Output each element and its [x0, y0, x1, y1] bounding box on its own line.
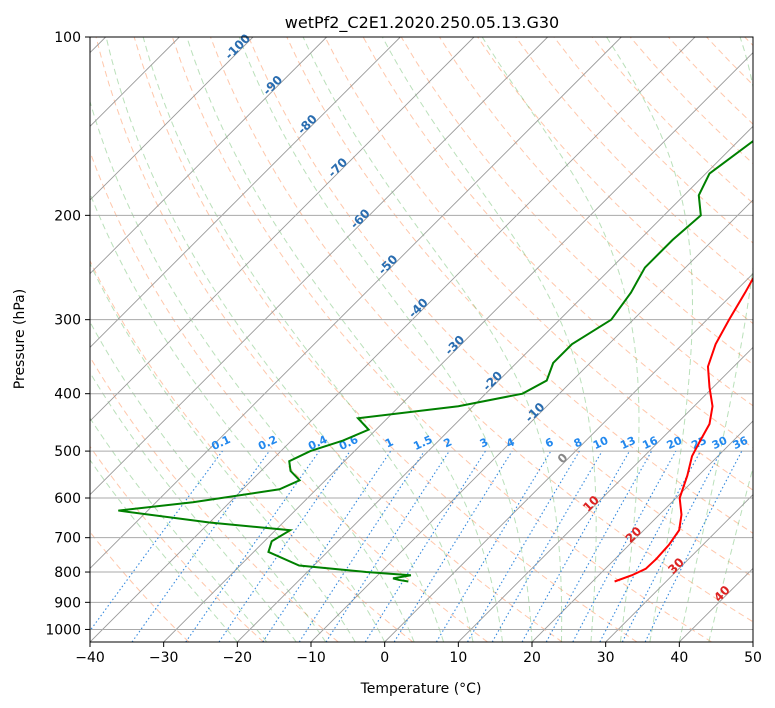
isotherm	[90, 37, 401, 348]
moist-adiabat	[708, 465, 753, 642]
moist-adiabat	[186, 37, 504, 642]
mixing-ratio-label: 36	[731, 434, 751, 452]
mixing-ratio-label: 13	[618, 434, 637, 452]
dry-adiabat	[324, 37, 753, 491]
mixing-ratio-line	[572, 450, 677, 642]
x-tick-label: −20	[223, 650, 253, 666]
mixing-ratio-line	[545, 450, 653, 642]
mixing-ratio-line	[521, 450, 630, 642]
isotherm	[163, 52, 753, 642]
mixing-ratio-line	[218, 450, 351, 642]
moist-adiabat	[90, 459, 238, 642]
moist-adiabat	[90, 371, 297, 642]
moist-adiabat	[678, 37, 753, 642]
x-tick-label: −40	[75, 650, 105, 666]
moist-adiabat	[238, 37, 533, 642]
temperature-line	[614, 276, 753, 583]
dry-adiabat	[286, 37, 753, 534]
x-tick-label: 30	[597, 650, 615, 666]
mixing-ratio-label: 20	[665, 434, 685, 452]
mixing-ratio-line	[262, 450, 392, 642]
x-tick-label: 10	[449, 650, 467, 666]
y-tick-label: 800	[54, 565, 81, 581]
y-axis-label: Pressure (hPa)	[12, 289, 28, 389]
moist-adiabat	[105, 37, 445, 642]
moist-adiabat	[90, 99, 415, 642]
isotherm	[90, 37, 622, 569]
dry-adiabat	[133, 37, 638, 642]
isotherm	[384, 273, 753, 642]
isotherm	[90, 37, 327, 275]
moist-adiabat	[381, 37, 597, 642]
dry-adiabat	[90, 259, 414, 642]
x-tick-label: 40	[670, 650, 688, 666]
x-axis-label: Temperature (°C)	[360, 681, 482, 697]
dry-adiabat	[210, 37, 753, 623]
y-tick-label: 1000	[45, 622, 81, 638]
mixing-ratio-label: 16	[640, 434, 660, 452]
mixing-ratio-line	[298, 450, 425, 642]
dry-adiabat	[248, 37, 753, 578]
x-tick-label: 50	[744, 650, 762, 666]
profile-series	[118, 140, 753, 583]
isotherm	[90, 37, 696, 642]
isotherm	[531, 420, 753, 642]
dry-adiabat	[171, 37, 712, 642]
chart-title: wetPf2_C2E1.2020.250.05.13.G30	[285, 13, 559, 33]
moist-adiabat	[90, 417, 268, 642]
mixing-ratio-line	[325, 450, 450, 642]
plot-frame	[89, 36, 754, 643]
x-tick-label: −30	[149, 650, 179, 666]
isotherm	[458, 346, 753, 642]
mixing-ratio-label: 10	[591, 434, 611, 452]
isotherm	[237, 125, 753, 642]
y-axis-ticks: 100 200 300 400 500 600 700 800 900 1000	[45, 30, 90, 638]
y-tick-label: 600	[54, 491, 81, 507]
dewpoint-line	[118, 140, 753, 583]
moist-adiabat	[142, 37, 474, 642]
moist-adiabat	[481, 37, 640, 642]
x-tick-label: −10	[296, 650, 326, 666]
dry-adiabat	[90, 445, 264, 642]
mixing-ratio-line	[131, 450, 270, 642]
x-axis-ticks: −40 −30 −20 −10 0 10 20 30 40 50	[75, 642, 762, 666]
y-tick-label: 300	[54, 313, 81, 329]
moist-adiabat	[90, 192, 386, 642]
moist-adiabat	[302, 37, 563, 642]
mixing-ratio-line	[90, 450, 223, 632]
isotherm	[310, 199, 753, 642]
background-lines	[90, 37, 753, 642]
mixing-ratio-line	[644, 450, 743, 642]
y-tick-label: 100	[54, 30, 81, 46]
moist-adiabat	[90, 320, 327, 642]
mixing-ratio-line	[393, 450, 513, 642]
moist-adiabat	[606, 37, 693, 642]
dry-adiabat	[90, 356, 339, 642]
mixing-ratio-line	[185, 450, 320, 642]
x-tick-label: 0	[380, 650, 389, 666]
mixing-ratio-label: 30	[710, 434, 730, 452]
isotherm	[90, 37, 548, 496]
isotherm	[605, 494, 753, 642]
isotherm	[90, 37, 254, 201]
isotherm	[90, 37, 475, 422]
moist-adiabat	[90, 262, 356, 642]
x-tick-label: 20	[523, 650, 541, 666]
dry-adiabat	[95, 37, 563, 642]
y-tick-label: 200	[54, 208, 81, 224]
y-tick-label: 500	[54, 444, 81, 460]
y-tick-label: 700	[54, 531, 81, 547]
y-tick-label: 400	[54, 387, 81, 403]
y-tick-label: 900	[54, 595, 81, 611]
